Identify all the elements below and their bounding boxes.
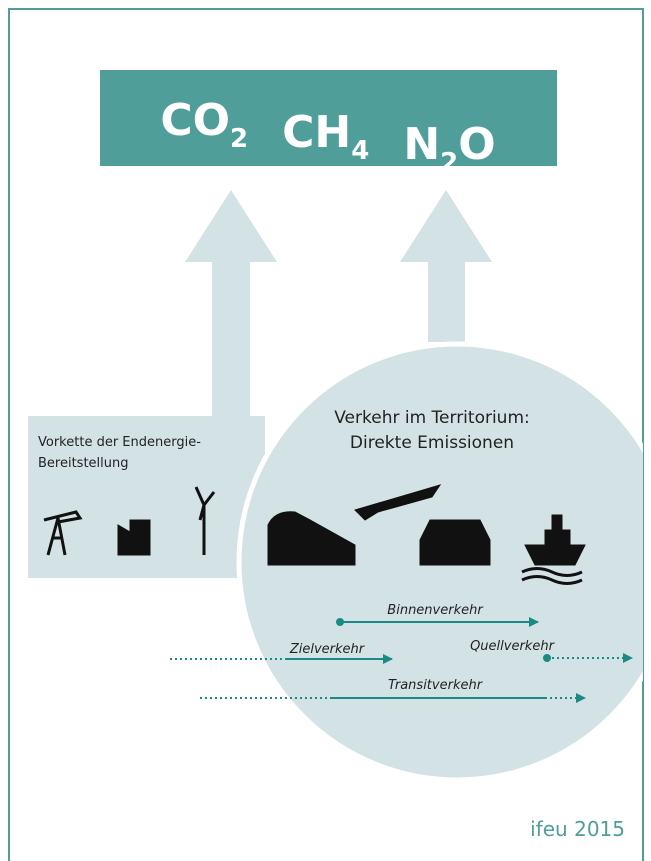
territory-title: Verkehr im Territorium: (334, 408, 530, 428)
flow-label: Transitverkehr (388, 678, 484, 693)
gas-formula: CO (160, 95, 230, 146)
footer: ifeu 2015 (530, 817, 625, 841)
flow-label: Binnenverkehr (387, 603, 484, 618)
gas-subscript: 2 (440, 148, 458, 178)
flow-dot (336, 618, 344, 626)
gas-formula: CH (282, 107, 351, 158)
flow-label: Quellverkehr (470, 639, 555, 654)
gas-subscript: 4 (351, 136, 369, 166)
upstream-title: Bereitstellung (38, 456, 129, 471)
gases: CO2 CH4 N2O (160, 95, 495, 178)
flow-arrows (170, 617, 633, 703)
gas-box (100, 70, 557, 166)
gas-formula: N (403, 119, 440, 170)
arrows-up (185, 190, 492, 422)
frame (8, 8, 644, 861)
upstream-title: Vorkette der Endenergie- (38, 435, 201, 450)
icons (43, 484, 586, 585)
territory-title: Direkte Emissionen (350, 433, 514, 453)
flow-dot (543, 654, 551, 662)
gas-subscript: 2 (230, 124, 248, 154)
flow-label: Zielverkehr (289, 642, 366, 657)
gas-formula: O (458, 119, 495, 170)
